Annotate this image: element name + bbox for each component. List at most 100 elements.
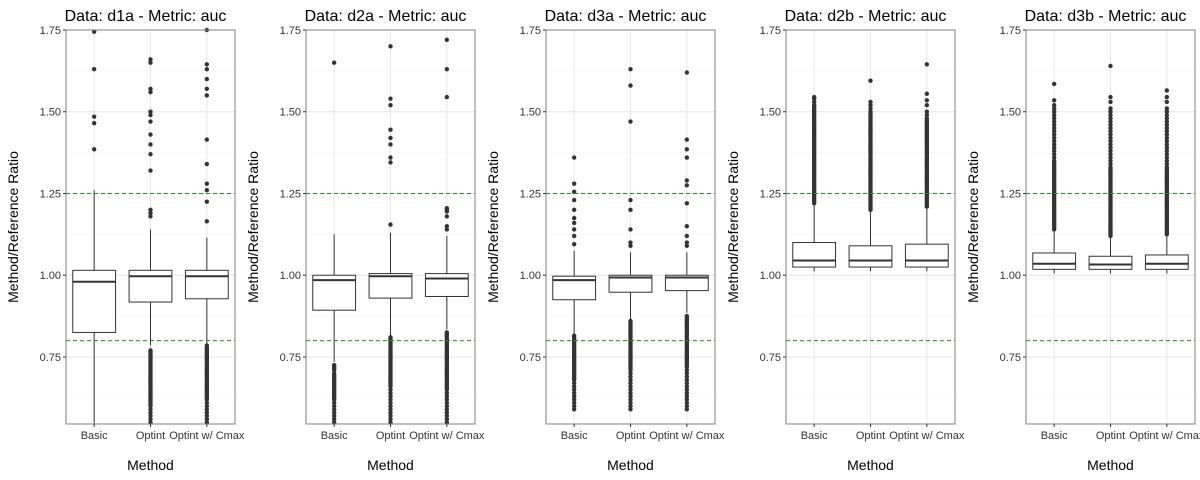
outlier-point	[148, 89, 153, 95]
outlier-point	[204, 76, 210, 82]
y-tick-label: 1.50	[1000, 107, 1021, 119]
outlier-point	[628, 367, 633, 373]
outlier-point	[571, 400, 577, 405]
outlier-point	[388, 222, 393, 227]
outlier-point	[204, 199, 210, 204]
outlier-point	[1108, 158, 1113, 163]
outlier-point	[1108, 122, 1113, 128]
y-tick-label: 1.75	[520, 25, 541, 37]
outlier-point	[388, 44, 393, 49]
outlier-point	[571, 403, 577, 409]
outlier-point	[1051, 135, 1057, 141]
outlier-point	[148, 214, 153, 219]
x-axis-title: Method	[847, 457, 894, 473]
outlier-point	[204, 413, 210, 419]
outlier-point	[1051, 145, 1057, 150]
x-tick-label: Basic	[1041, 430, 1068, 442]
outlier-point	[388, 135, 393, 141]
outlier-point	[924, 91, 930, 96]
x-tick-label: Optint w/ Cmax	[889, 430, 965, 442]
outlier-point	[388, 420, 393, 425]
outlier-point	[1051, 106, 1057, 111]
x-tick-label: Optint	[136, 430, 165, 442]
outlier-point	[388, 400, 393, 405]
outlier-point	[628, 197, 633, 203]
outlier-point	[571, 397, 577, 402]
outlier-point	[204, 397, 210, 402]
box-1	[792, 94, 837, 272]
outlier-point	[684, 397, 690, 402]
outlier-point	[811, 99, 817, 105]
outlier-point	[204, 93, 210, 98]
outlier-point	[1164, 145, 1170, 150]
outlier-point	[1108, 132, 1113, 137]
outlier-point	[571, 241, 577, 247]
outlier-point	[91, 29, 97, 34]
y-tick-label: 1.00	[520, 270, 541, 282]
outlier-point	[1051, 129, 1057, 134]
outlier-point	[1051, 122, 1057, 128]
outlier-point	[444, 394, 450, 399]
outlier-point	[684, 380, 690, 386]
outlier-point	[1164, 155, 1170, 160]
outlier-point	[684, 387, 690, 392]
outlier-point	[444, 205, 450, 211]
box-2	[1088, 63, 1133, 274]
outlier-point	[204, 181, 210, 186]
outlier-point	[1164, 99, 1170, 105]
outlier-point	[1108, 116, 1113, 121]
box-body	[1144, 254, 1189, 270]
box-body	[608, 274, 653, 293]
outlier-point	[1051, 152, 1057, 157]
outlier-point	[684, 137, 690, 142]
outlier-point	[204, 67, 210, 72]
outlier-point	[1108, 142, 1113, 147]
outlier-point	[571, 189, 577, 195]
y-tick-label: 0.75	[1000, 352, 1021, 364]
outlier-point	[1108, 112, 1113, 118]
outlier-point	[684, 384, 690, 389]
outlier-point	[1164, 94, 1170, 100]
outlier-point	[571, 181, 577, 186]
outlier-point	[148, 142, 153, 147]
outlier-point	[204, 86, 210, 92]
outlier-point	[1164, 142, 1170, 147]
box-body	[848, 245, 893, 268]
box-body	[128, 269, 173, 303]
y-tick-label: 1.25	[40, 188, 61, 200]
outlier-point	[628, 119, 633, 124]
outlier-point	[204, 62, 210, 67]
y-tick-label: 1.50	[760, 107, 781, 119]
outlier-point	[571, 220, 577, 226]
outlier-point	[1164, 119, 1170, 124]
outlier-point	[571, 227, 577, 232]
box-2	[128, 57, 173, 425]
x-tick-label: Optint	[856, 430, 885, 442]
x-tick-label: Optint w/ Cmax	[409, 430, 485, 442]
outlier-point	[444, 387, 450, 392]
y-axis-title: Method/Reference Ratio	[485, 151, 501, 303]
outlier-point	[1108, 138, 1113, 144]
box-body	[1032, 252, 1077, 270]
outlier-point	[628, 227, 633, 232]
outlier-point	[444, 403, 450, 409]
outlier-point	[684, 400, 690, 405]
outlier-point	[1108, 99, 1113, 105]
x-tick-label: Optint w/ Cmax	[169, 430, 245, 442]
y-tick-label: 1.75	[40, 25, 61, 37]
outlier-point	[924, 109, 930, 114]
outlier-point	[444, 67, 450, 72]
outlier-point	[628, 67, 633, 72]
outlier-point	[388, 394, 393, 399]
y-axis-title: Method/Reference Ratio	[5, 151, 21, 303]
outlier-point	[1108, 152, 1113, 157]
outlier-point	[628, 403, 633, 409]
y-tick-label: 1.50	[40, 107, 61, 119]
box-2	[608, 67, 653, 412]
y-tick-label: 0.75	[40, 352, 61, 364]
outlier-point	[204, 407, 210, 412]
outlier-point	[331, 410, 337, 415]
outlier-point	[1108, 94, 1113, 100]
outlier-point	[1108, 145, 1113, 150]
outlier-point	[1164, 125, 1170, 131]
